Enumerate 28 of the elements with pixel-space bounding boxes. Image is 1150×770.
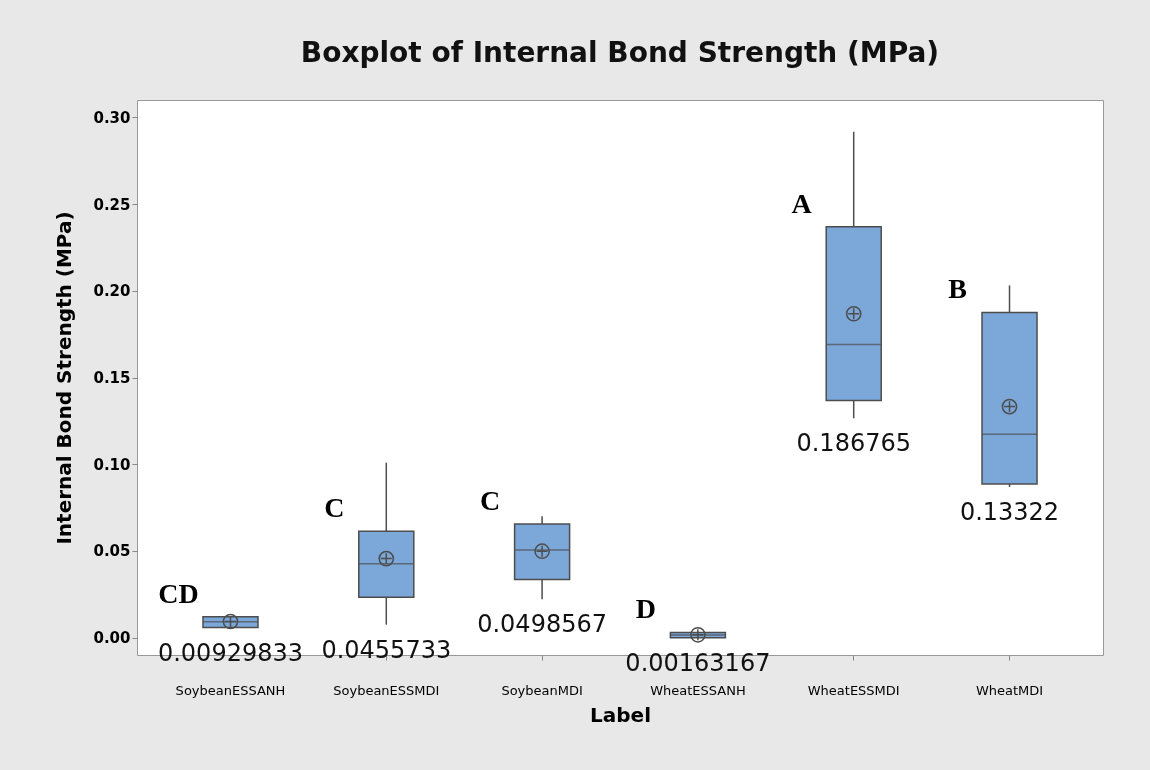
x-axis-title: Label: [590, 702, 651, 727]
text: 0.0498567: [477, 610, 607, 639]
x-tick-label: SoybeanESSANH: [175, 682, 286, 698]
x-tick-label: WheatMDI: [975, 682, 1044, 698]
text: 0.00163167: [625, 648, 771, 677]
y-tick-label: 0.10: [93, 455, 131, 474]
x-tick-label: WheatESSANH: [650, 682, 746, 698]
x-tick-label: WheatESSMDI: [807, 682, 900, 698]
y-axis-title: Internal Bond Strength (MPa): [52, 211, 77, 545]
text: 0.00929833: [157, 638, 304, 667]
x-tick-label: SoybeanMDI: [501, 682, 583, 698]
text: 0.0455733: [321, 635, 452, 664]
annotation: A: [791, 187, 813, 219]
text: 0.13322: [959, 497, 1060, 526]
chart-title: Boxplot of Internal Bond Strength (MPa): [300, 36, 940, 69]
y-tick-label: 0.00: [93, 629, 131, 648]
x-tick-label: SoybeanESSMDI: [333, 682, 440, 698]
y-tick-label: 0.15: [93, 369, 131, 387]
annotation: B: [948, 273, 967, 305]
annotation: D: [635, 593, 657, 625]
annotation: C: [479, 484, 501, 516]
annotation: C: [324, 492, 345, 524]
y-tick-label: 0.25: [93, 195, 131, 214]
annotation: CD: [158, 577, 199, 609]
y-tick-label: 0.20: [93, 282, 131, 301]
text: 0.186765: [796, 429, 911, 458]
y-tick-label: 0.30: [93, 108, 131, 127]
y-tick-label: 0.05: [93, 542, 131, 561]
